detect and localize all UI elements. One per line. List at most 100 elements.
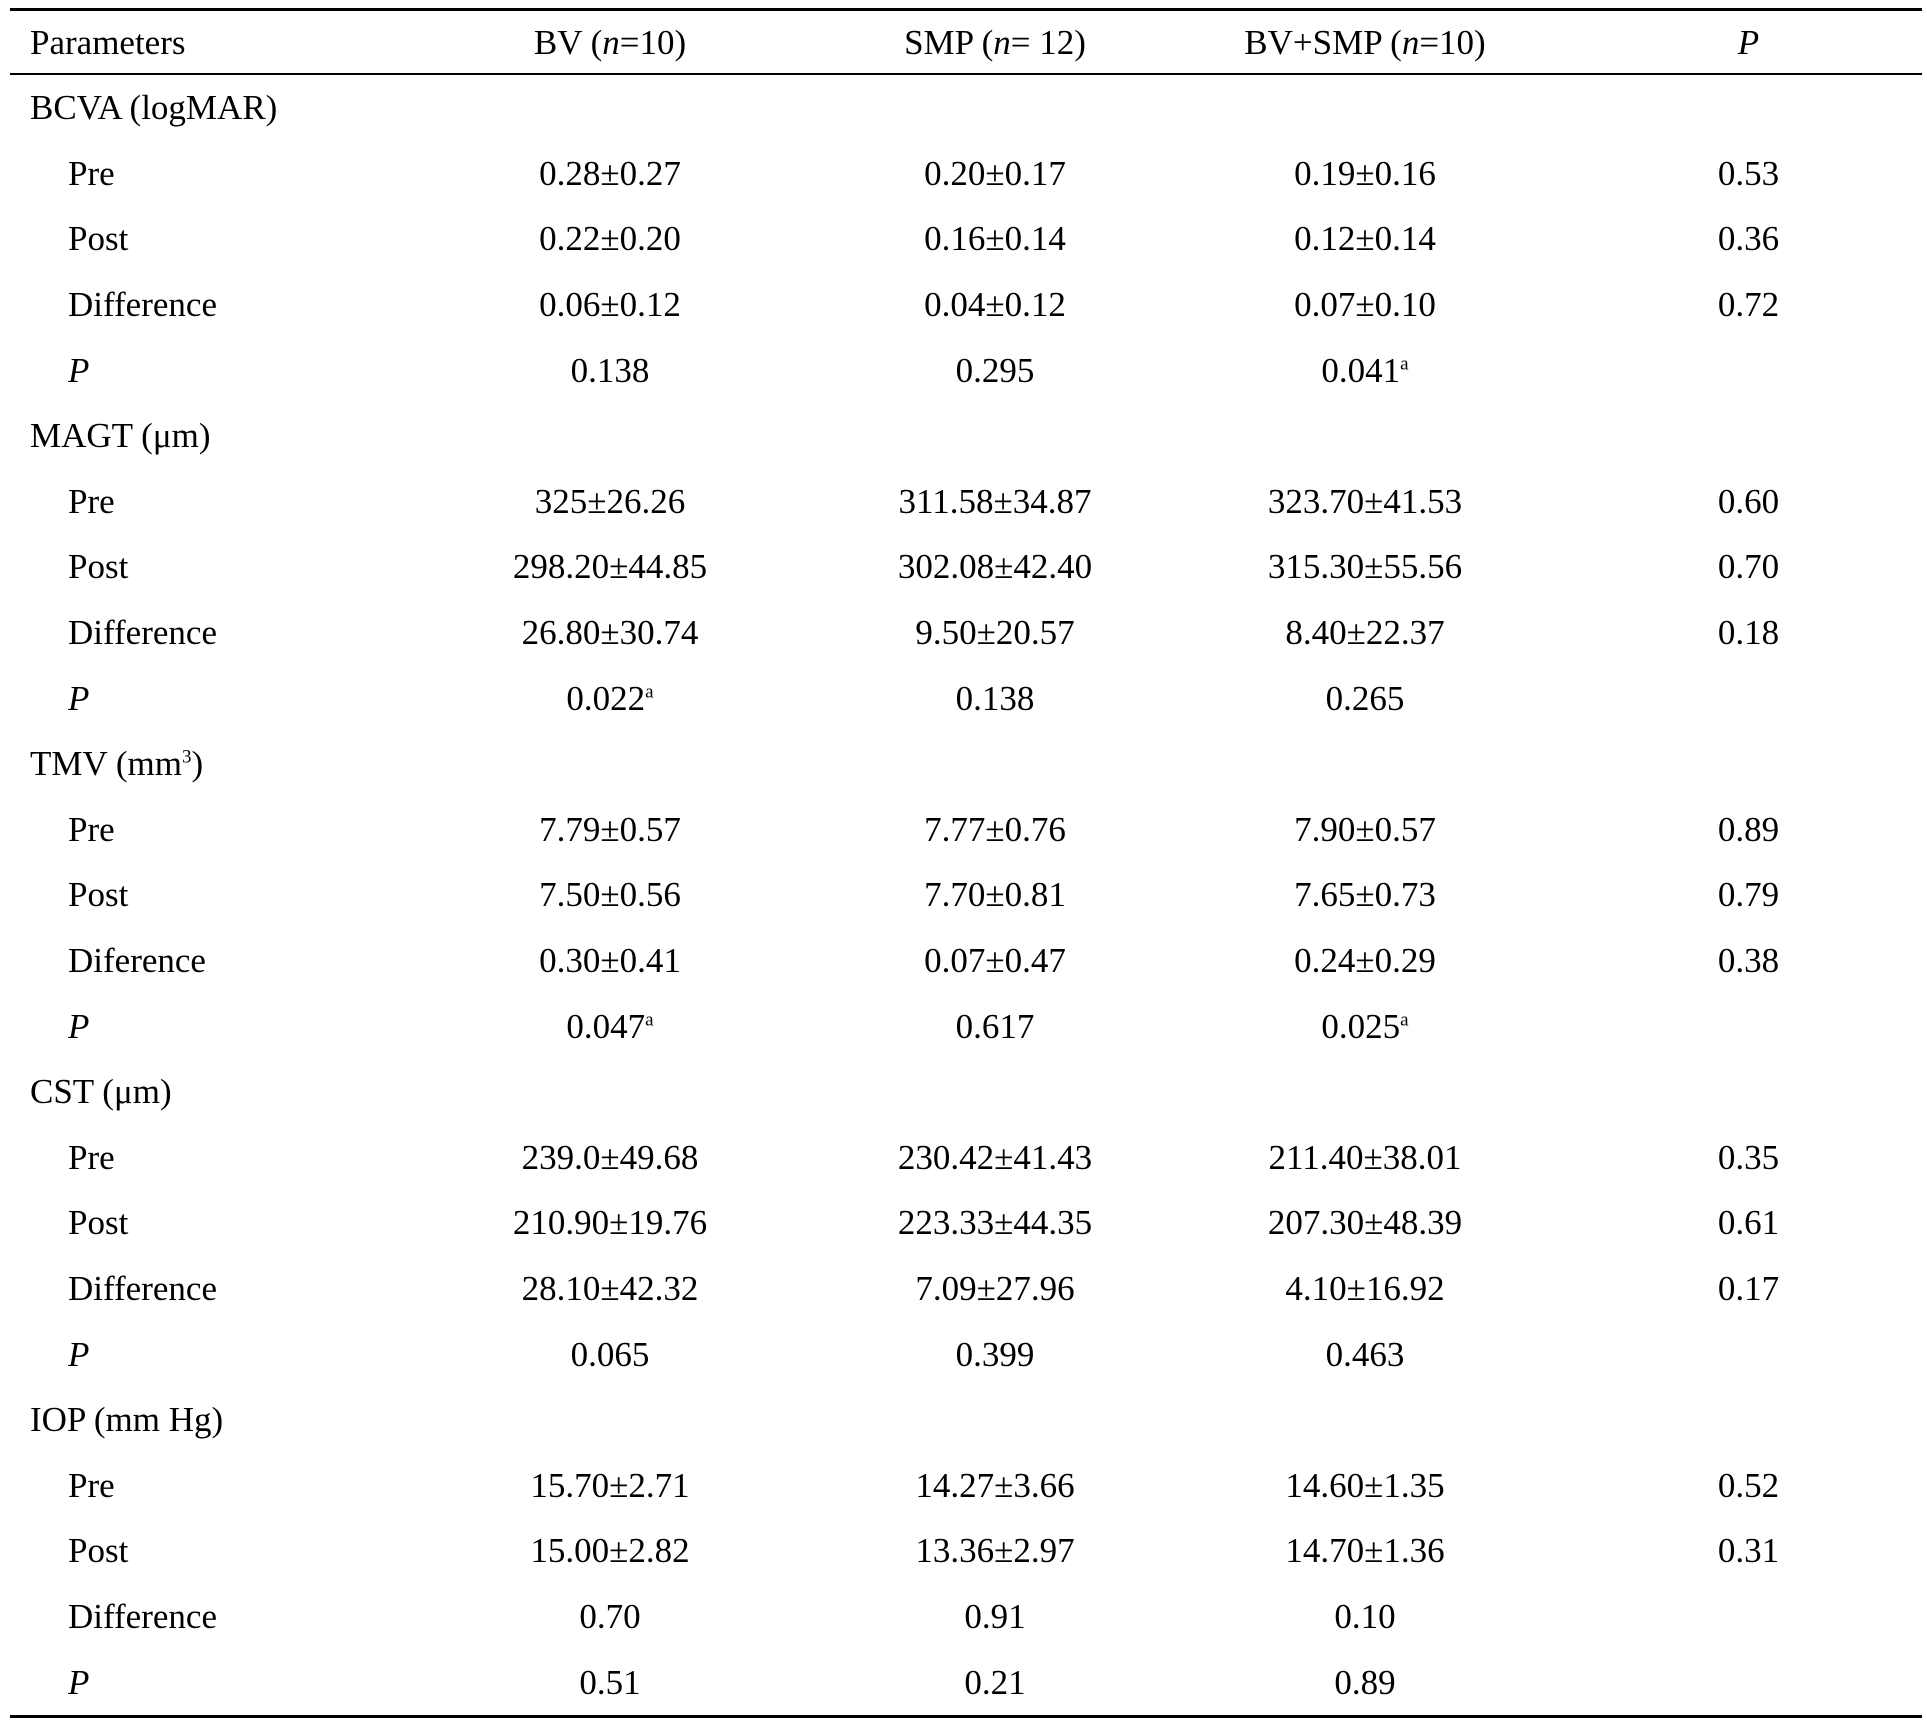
group-label: IOP (mm Hg)	[10, 1387, 1922, 1453]
cell-smp: 7.09±27.96	[915, 1268, 1075, 1308]
table-row: Pre 7.79±0.57 7.77±0.76 7.90±0.57 0.89	[10, 797, 1922, 863]
row-label: Pre	[68, 153, 115, 193]
cell-bv: 7.79±0.57	[539, 809, 681, 849]
row-label: P	[68, 1662, 90, 1702]
row-label: P	[68, 350, 90, 390]
cell-smp: 0.91	[964, 1596, 1026, 1636]
cell-bv: 0.022a	[566, 678, 654, 718]
cell-bv-smp: 14.70±1.36	[1285, 1531, 1445, 1571]
row-label: Difference	[68, 285, 217, 325]
table-row: Diference 0.30±0.41 0.07±0.47 0.24±0.29 0.38	[10, 928, 1922, 994]
cell-p: 0.72	[1717, 285, 1780, 325]
cell-p	[1575, 1649, 1922, 1715]
cell-p: 0.35	[1717, 1137, 1780, 1177]
cell-bv-smp: 0.12±0.14	[1294, 219, 1436, 259]
cell-smp: 13.36±2.97	[915, 1531, 1075, 1571]
cell-smp: 0.138	[955, 678, 1035, 718]
cell-p: 0.36	[1717, 219, 1780, 259]
row-label: Pre	[68, 1465, 115, 1505]
cell-p: 0.18	[1717, 613, 1780, 653]
cell-p	[1575, 1584, 1922, 1650]
table-row: Post 0.22±0.20 0.16±0.14 0.12±0.14 0.36	[10, 206, 1922, 272]
row-label: P	[68, 1006, 90, 1046]
cell-smp: 302.08±42.40	[897, 547, 1093, 587]
header-parameters: Parameters	[30, 22, 186, 62]
cell-smp: 0.07±0.47	[924, 941, 1066, 981]
cell-bv: 0.138	[570, 350, 650, 390]
cell-smp: 0.16±0.14	[924, 219, 1066, 259]
cell-bv: 0.22±0.20	[539, 219, 681, 259]
row-label: Post	[68, 1203, 129, 1243]
cell-bv-smp: 0.463	[1325, 1334, 1405, 1374]
cell-bv-smp: 8.40±22.37	[1285, 613, 1445, 653]
table-body: BCVA (logMAR) Pre 0.28±0.27 0.20±0.17 0.19±0…	[10, 75, 1922, 1715]
group-row: IOP (mm Hg)	[10, 1387, 1922, 1453]
header-smp: SMP (n= 12)	[904, 22, 1086, 62]
group-label-after: )	[191, 744, 204, 784]
cell-bv-smp: 7.65±0.73	[1294, 875, 1436, 915]
results-table: Parameters BV (n=10) SMP (n= 12) BV+SMP …	[10, 8, 1922, 1718]
cell-smp: 0.21	[964, 1662, 1026, 1702]
row-label: Difference	[68, 613, 217, 653]
cell-bv: 0.28±0.27	[539, 153, 681, 193]
cell-smp: 7.77±0.76	[924, 809, 1066, 849]
group-label: TMV (mm3)	[10, 731, 1922, 797]
row-label: Diference	[68, 941, 206, 981]
cell-smp: 7.70±0.81	[924, 875, 1066, 915]
table-row: P 0.047a 0.617 0.025a	[10, 993, 1922, 1059]
header-rule	[10, 73, 1922, 75]
cell-bv: 7.50±0.56	[539, 875, 681, 915]
cell-bv-smp: 0.265	[1325, 678, 1405, 718]
cell-bv: 15.00±2.82	[530, 1531, 690, 1571]
cell-bv: 298.20±44.85	[512, 547, 708, 587]
cell-p	[1575, 1321, 1922, 1387]
group-row: TMV (mm3)	[10, 731, 1922, 797]
cell-bv-smp: 315.30±55.56	[1267, 547, 1463, 587]
cell-bv-smp: 0.10	[1334, 1596, 1396, 1636]
table-row: Post 15.00±2.82 13.36±2.97 14.70±1.36 0.31	[10, 1518, 1922, 1584]
table-row: Difference 0.70 0.91 0.10	[10, 1584, 1922, 1650]
row-label: Pre	[68, 1137, 115, 1177]
cell-bv: 239.0±49.68	[521, 1137, 699, 1177]
cell-p: 0.17	[1717, 1268, 1780, 1308]
row-label: Difference	[68, 1268, 217, 1308]
cell-smp: 311.58±34.87	[898, 481, 1092, 521]
group-label: CST (μm)	[10, 1059, 1922, 1125]
cell-bv-smp: 0.24±0.29	[1294, 941, 1436, 981]
row-label: Pre	[68, 809, 115, 849]
cell-smp: 14.27±3.66	[915, 1465, 1075, 1505]
group-label: MAGT (μm)	[10, 403, 1922, 469]
table-row: P 0.065 0.399 0.463	[10, 1321, 1922, 1387]
cell-bv-smp: 0.025a	[1321, 1006, 1409, 1046]
cell-p	[1575, 665, 1922, 731]
table-row: P 0.51 0.21 0.89	[10, 1649, 1922, 1715]
bottom-rule	[10, 1714, 1922, 1718]
cell-bv-smp: 4.10±16.92	[1285, 1268, 1445, 1308]
cell-p: 0.70	[1717, 547, 1780, 587]
header-bv-smp: BV+SMP (n=10)	[1244, 22, 1486, 62]
cell-bv: 0.70	[579, 1596, 641, 1636]
cell-bv-smp: 0.89	[1334, 1662, 1396, 1702]
table-row: Difference 0.06±0.12 0.04±0.12 0.07±0.10 0.7…	[10, 272, 1922, 338]
cell-bv-smp: 0.07±0.10	[1294, 285, 1436, 325]
table-row: Pre 15.70±2.71 14.27±3.66 14.60±1.35 0.52	[10, 1452, 1922, 1518]
significance-mark: a	[645, 680, 654, 702]
group-row: CST (μm)	[10, 1059, 1922, 1125]
cell-smp: 230.42±41.43	[897, 1137, 1093, 1177]
row-label: Post	[68, 1531, 129, 1571]
cell-bv: 15.70±2.71	[530, 1465, 690, 1505]
cell-bv: 28.10±42.32	[521, 1268, 699, 1308]
table-row: Post 210.90±19.76 223.33±44.35 207.30±48.39…	[10, 1190, 1922, 1256]
cell-bv: 26.80±30.74	[521, 613, 699, 653]
cell-bv-smp: 0.19±0.16	[1294, 153, 1436, 193]
group-label-text: CST (μm)	[30, 1072, 172, 1112]
significance-mark: a	[1400, 353, 1409, 375]
table-header: Parameters BV (n=10) SMP (n= 12) BV+SMP …	[10, 11, 1922, 73]
row-label: P	[68, 678, 90, 718]
group-row: BCVA (logMAR)	[10, 75, 1922, 141]
row-label: Pre	[68, 481, 115, 521]
group-label-sup: 3	[182, 746, 192, 768]
significance-mark: a	[1400, 1008, 1409, 1030]
group-label: BCVA (logMAR)	[10, 75, 1922, 141]
cell-p: 0.31	[1717, 1531, 1780, 1571]
